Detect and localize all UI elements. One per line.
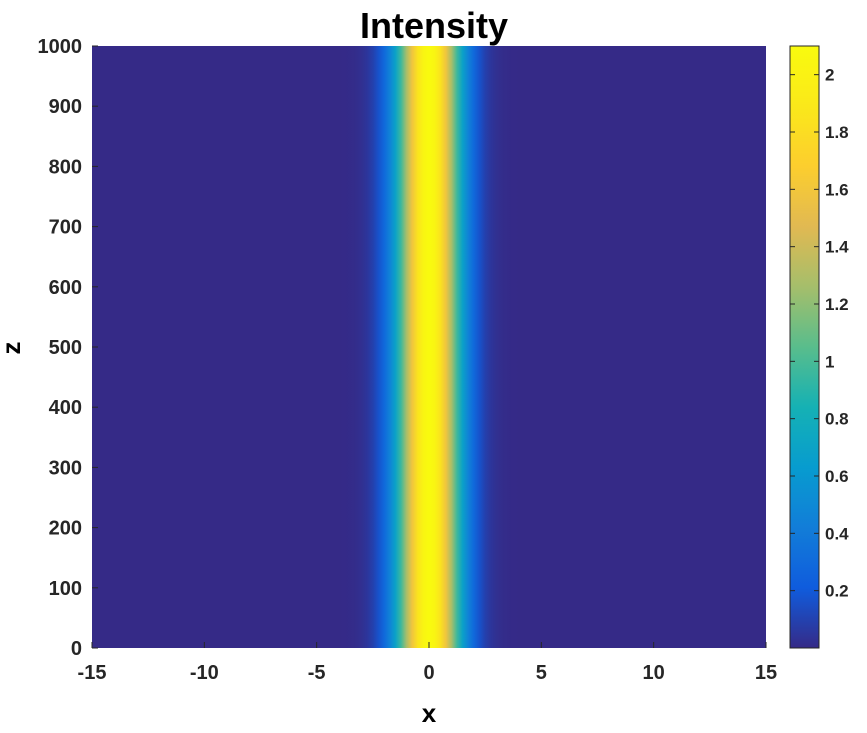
colorbar-tick-label: 0.2	[825, 582, 849, 601]
y-axis-ticks: 0 100 200 300 400 500 600 700 800 900 1000	[38, 36, 98, 660]
colorbar-tick-label: 0.6	[825, 467, 849, 486]
colorbar-tick-label: 1	[825, 352, 834, 371]
heatmap-field	[92, 46, 766, 648]
x-tick-label: 0	[423, 662, 434, 684]
colorbar-tick-label: 1.2	[825, 295, 849, 314]
x-tick-label: 15	[755, 662, 777, 684]
x-tick-label: 10	[643, 662, 665, 684]
x-tick-label: -10	[190, 662, 219, 684]
colorbar-tick-label: 0.8	[825, 410, 849, 429]
colorbar-tick-label: 2	[825, 66, 834, 85]
y-tick-label: 100	[49, 578, 82, 600]
colorbar	[789, 45, 820, 649]
y-tick-label: 200	[49, 518, 82, 540]
x-tick-label: -15	[78, 662, 107, 684]
colorbar-ticks: 0.2 0.4 0.6 0.8 1 1.2 1.4 1.6 1.8 2	[790, 66, 849, 601]
colorbar-tick-label: 1.8	[825, 123, 849, 142]
colorbar-tick-label: 1.6	[825, 180, 849, 199]
y-tick-label: 0	[71, 638, 82, 660]
colorbar-tick-label: 0.4	[825, 524, 849, 543]
y-tick-label: 900	[49, 96, 82, 118]
y-tick-label: 500	[49, 337, 82, 359]
y-tick-label: 1000	[38, 36, 83, 58]
chart-title: Intensity	[360, 5, 508, 46]
y-tick-label: 300	[49, 457, 82, 479]
y-axis-label: z	[0, 342, 26, 355]
x-axis-label: x	[422, 698, 437, 728]
y-tick-label: 800	[49, 156, 82, 178]
y-tick-label: 600	[49, 277, 82, 299]
x-tick-label: -5	[308, 662, 326, 684]
y-tick-label: 700	[49, 217, 82, 239]
x-axis-ticks: -15 -10 -5 0 5 10 15	[78, 642, 777, 684]
x-tick-label: 5	[536, 662, 547, 684]
y-tick-label: 400	[49, 397, 82, 419]
colorbar-tick-label: 1.4	[825, 238, 849, 257]
